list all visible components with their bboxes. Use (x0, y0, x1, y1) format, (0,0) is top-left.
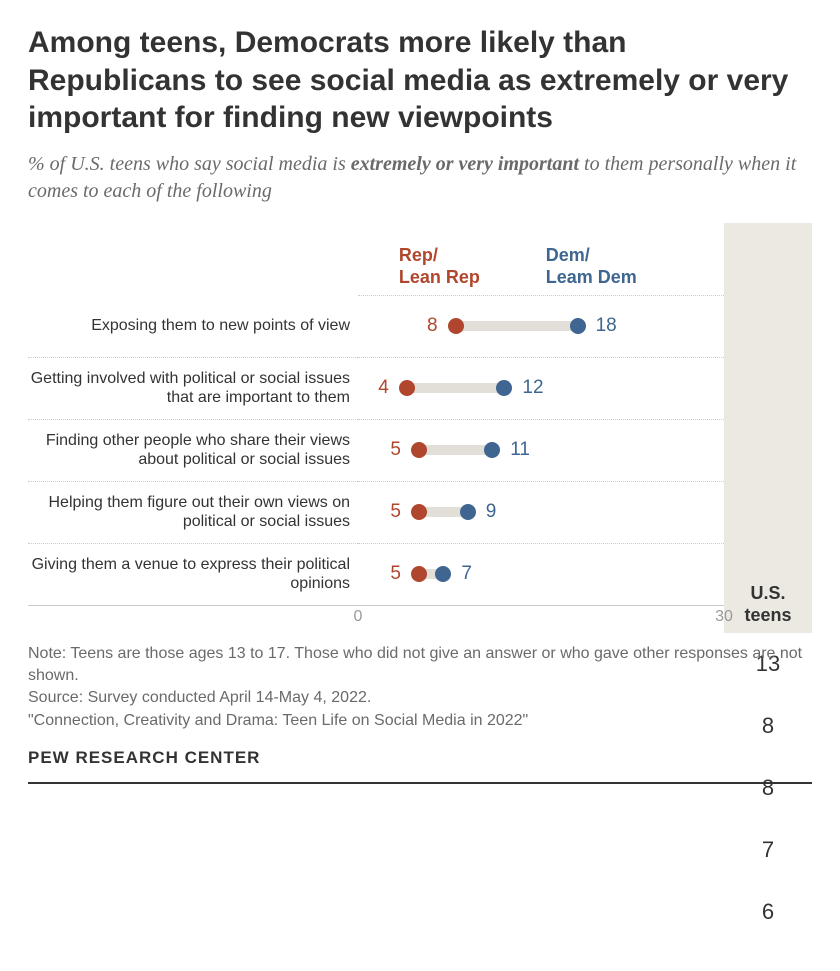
x-axis: 0 30 (358, 605, 724, 633)
plot-column: Rep/ Lean Rep Dem/ Leam Dem 818412511595… (358, 223, 724, 633)
row-label: Helping them figure out their own views … (28, 482, 358, 543)
rep-legend: Rep/ Lean Rep (399, 223, 480, 295)
row-label: Finding other people who share their vie… (28, 420, 358, 481)
note-report: "Connection, Creativity and Drama: Teen … (28, 710, 812, 732)
rep-dot (448, 318, 464, 334)
rep-value: 5 (390, 563, 401, 585)
subtitle-prefix: % of U.S. teens who say social media is (28, 153, 351, 175)
note-source: Source: Survey conducted April 14-May 4,… (28, 687, 812, 709)
plot-row: 57 (358, 544, 724, 605)
totals-legend: U.S. teens (724, 223, 812, 633)
rep-dot (411, 504, 427, 520)
plot-row: 4 12 (358, 358, 724, 419)
rep-dot (411, 442, 427, 458)
axis-max: 30 (715, 608, 733, 626)
rep-dot (411, 566, 427, 582)
totals-column: U.S. teens 138876 (724, 223, 812, 633)
rep-value: 4 (378, 377, 389, 399)
total-value: 7 (724, 819, 812, 881)
rep-value: 5 (390, 501, 401, 523)
dem-dot (496, 380, 512, 396)
dem-value: 11 (510, 439, 530, 461)
rep-value: 5 (390, 439, 401, 461)
bottom-rule (28, 782, 812, 784)
total-value: 8 (724, 757, 812, 819)
dem-dot (484, 442, 500, 458)
total-value: 8 (724, 695, 812, 757)
dem-value: 18 (596, 315, 617, 337)
note-line: Note: Teens are those ages 13 to 17. Tho… (28, 643, 812, 688)
dem-value: 12 (522, 377, 543, 399)
plot-row: 5 11 (358, 420, 724, 481)
chart-subtitle: % of U.S. teens who say social media is … (28, 151, 812, 205)
label-column: Exposing them to new points of viewGetti… (28, 223, 358, 633)
row-label: Getting involved with political or socia… (28, 358, 358, 419)
dem-legend: Dem/ Leam Dem (546, 223, 637, 295)
chart-title: Among teens, Democrats more likely than … (28, 24, 812, 137)
dem-value: 9 (486, 501, 497, 523)
chart: Exposing them to new points of viewGetti… (28, 223, 812, 633)
plot-row: 8 18 (358, 296, 724, 357)
rep-dot (399, 380, 415, 396)
row-label: Exposing them to new points of view (28, 295, 358, 357)
dem-dot (570, 318, 586, 334)
axis-min: 0 (354, 608, 363, 626)
notes: Note: Teens are those ages 13 to 17. Tho… (28, 643, 812, 733)
brand: PEW RESEARCH CENTER (28, 748, 812, 768)
dem-dot (435, 566, 451, 582)
rep-value: 8 (427, 315, 438, 337)
dem-value: 7 (461, 563, 472, 585)
subtitle-bold: extremely or very important (351, 153, 579, 175)
plot-row: 59 (358, 482, 724, 543)
dem-dot (460, 504, 476, 520)
row-label: Giving them a venue to express their pol… (28, 544, 358, 605)
total-value: 6 (724, 881, 812, 943)
